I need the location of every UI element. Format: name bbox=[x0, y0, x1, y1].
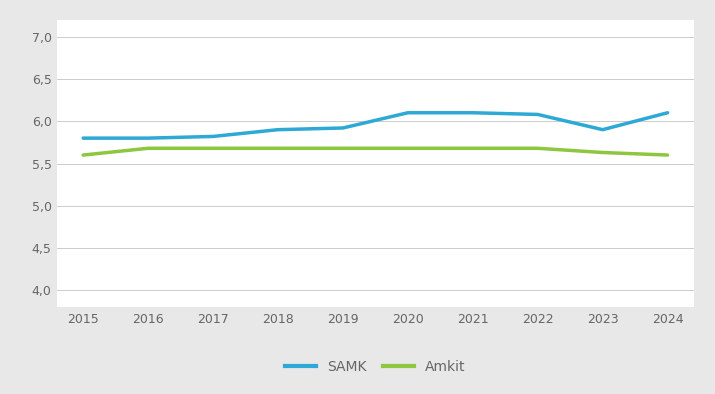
SAMK bbox=[468, 110, 477, 115]
Amkit bbox=[403, 146, 412, 151]
SAMK bbox=[403, 110, 412, 115]
SAMK bbox=[598, 127, 607, 132]
SAMK bbox=[209, 134, 217, 139]
Amkit bbox=[209, 146, 217, 151]
SAMK bbox=[144, 136, 152, 141]
SAMK bbox=[664, 110, 672, 115]
SAMK bbox=[533, 112, 542, 117]
Amkit bbox=[339, 146, 347, 151]
SAMK bbox=[339, 126, 347, 130]
SAMK bbox=[79, 136, 87, 141]
Line: Amkit: Amkit bbox=[83, 148, 668, 155]
Amkit bbox=[144, 146, 152, 151]
Amkit bbox=[274, 146, 282, 151]
Amkit bbox=[468, 146, 477, 151]
Amkit bbox=[598, 150, 607, 155]
Amkit bbox=[664, 153, 672, 158]
Legend: SAMK, Amkit: SAMK, Amkit bbox=[280, 355, 471, 380]
Amkit bbox=[533, 146, 542, 151]
Amkit bbox=[79, 153, 87, 158]
SAMK bbox=[274, 127, 282, 132]
Line: SAMK: SAMK bbox=[83, 113, 668, 138]
